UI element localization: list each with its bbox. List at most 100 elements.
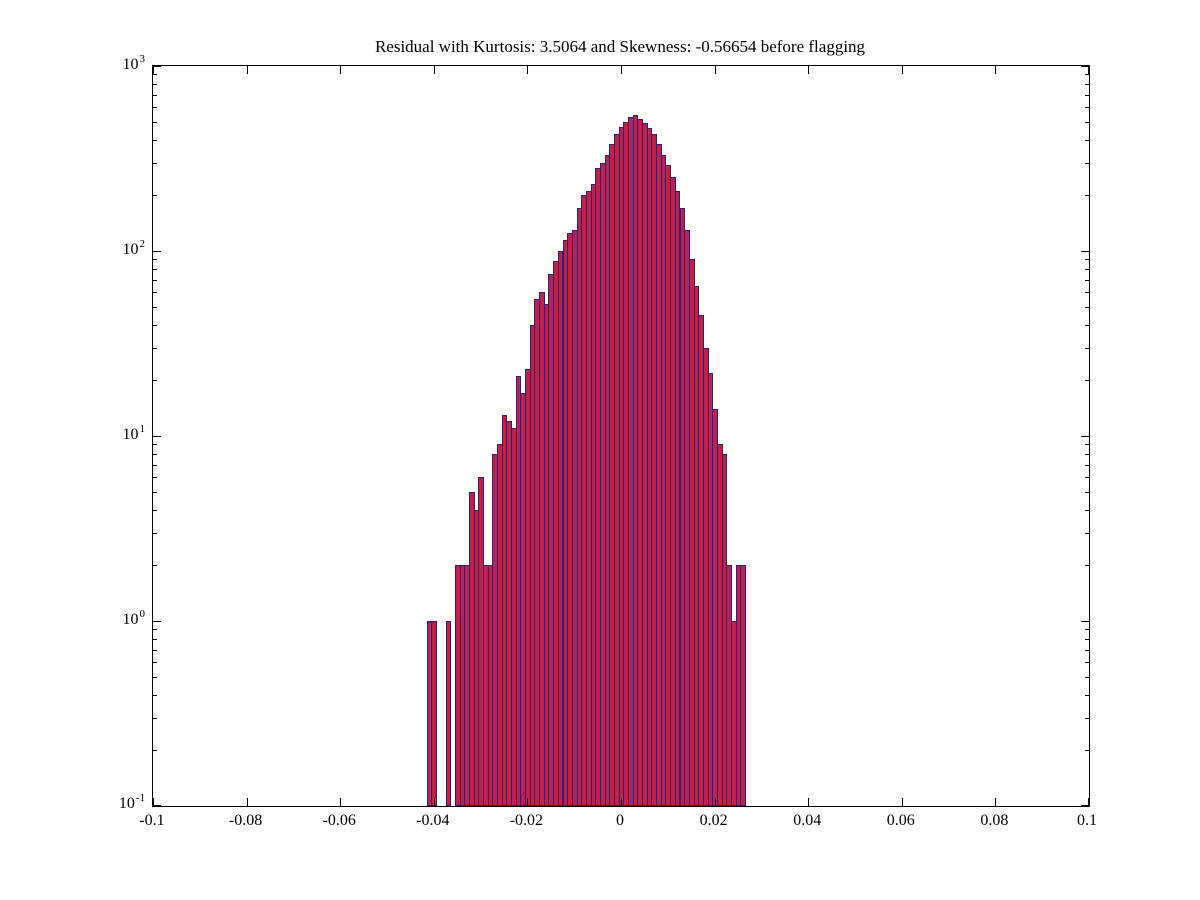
- x-axis-tick-label: 0.04: [793, 812, 822, 829]
- y-axis-minor-tick: [1085, 380, 1089, 382]
- y-axis-minor-tick: [1085, 94, 1089, 96]
- y-axis-tick: [153, 66, 161, 67]
- y-axis-tick: [153, 621, 161, 622]
- plot-area: [152, 65, 1090, 807]
- y-axis-minor-tick: [153, 259, 157, 261]
- y-axis-minor-tick: [153, 279, 157, 281]
- y-axis-minor-tick: [153, 306, 157, 308]
- y-axis-minor-tick: [1085, 107, 1089, 109]
- x-axis-tick: [527, 66, 529, 74]
- y-axis-tick-label: 102: [122, 237, 146, 259]
- x-axis-tick-label: -0.08: [228, 812, 263, 829]
- y-axis-minor-tick: [1085, 324, 1089, 326]
- y-axis-minor-tick: [1085, 532, 1089, 534]
- y-axis-minor-tick: [153, 676, 157, 678]
- x-axis-tick: [340, 798, 342, 806]
- x-axis-tick: [340, 66, 342, 74]
- y-axis-tick: [1081, 66, 1089, 67]
- y-axis-minor-tick: [1085, 694, 1089, 696]
- y-axis-minor-tick: [153, 750, 157, 752]
- y-axis-minor-tick: [153, 107, 157, 109]
- y-axis-minor-tick: [1085, 195, 1089, 197]
- y-axis-tick: [1081, 436, 1089, 437]
- y-axis-minor-tick: [1085, 464, 1089, 466]
- y-axis-minor-tick: [153, 464, 157, 466]
- y-axis-minor-tick: [153, 139, 157, 141]
- y-axis-minor-tick: [1085, 268, 1089, 270]
- y-axis-minor-tick: [1085, 638, 1089, 640]
- y-axis-tick: [1081, 621, 1089, 622]
- x-axis-tick-label: -0.1: [139, 812, 165, 829]
- y-axis-minor-tick: [153, 491, 157, 493]
- y-axis-minor-tick: [1085, 74, 1089, 76]
- x-axis-tick: [1088, 798, 1089, 806]
- y-axis-tick-label: 101: [122, 422, 146, 444]
- y-axis-minor-tick: [153, 638, 157, 640]
- x-axis-tick: [995, 66, 997, 74]
- y-axis-minor-tick: [1085, 259, 1089, 261]
- y-axis-minor-tick: [1085, 139, 1089, 141]
- y-axis-minor-tick: [153, 83, 157, 85]
- x-axis-tick: [995, 798, 997, 806]
- y-axis-minor-tick: [1085, 676, 1089, 678]
- y-axis-minor-tick: [1085, 649, 1089, 651]
- x-axis-tick-label: -0.06: [322, 812, 356, 829]
- y-axis-minor-tick: [1085, 717, 1089, 719]
- y-axis-minor-tick: [153, 629, 157, 631]
- y-axis-tick: [1081, 251, 1089, 252]
- x-axis-tick-label: -0.02: [509, 812, 544, 829]
- x-axis-tick: [527, 798, 529, 806]
- x-axis-tick: [433, 66, 435, 74]
- y-axis-minor-tick: [1085, 162, 1089, 164]
- x-axis-tick: [153, 798, 154, 806]
- x-axis-tick: [808, 66, 810, 74]
- y-axis-minor-tick: [153, 94, 157, 96]
- x-axis-tick-label: 0.08: [980, 812, 1009, 829]
- y-axis-minor-tick: [1085, 662, 1089, 664]
- x-axis-tick: [714, 798, 716, 806]
- histogram-bar: [445, 621, 452, 806]
- y-axis-tick: [153, 251, 161, 252]
- y-axis-tick: [1081, 805, 1089, 806]
- y-axis-minor-tick: [1085, 509, 1089, 511]
- y-axis-minor-tick: [1085, 477, 1089, 479]
- chart-title: Residual with Kurtosis: 3.5064 and Skewn…: [374, 37, 866, 56]
- y-axis-tick-label: 100: [122, 607, 146, 629]
- y-axis-minor-tick: [153, 380, 157, 382]
- x-axis-tick: [714, 66, 716, 74]
- y-axis-minor-tick: [1085, 565, 1089, 567]
- y-axis-tick-label: 103: [122, 52, 146, 74]
- y-axis-minor-tick: [153, 649, 157, 651]
- y-axis-minor-tick: [153, 444, 157, 446]
- y-axis-minor-tick: [1085, 444, 1089, 446]
- x-axis-tick: [621, 798, 622, 806]
- x-axis-tick: [246, 798, 248, 806]
- x-axis-tick: [1088, 66, 1089, 74]
- y-axis-minor-tick: [153, 268, 157, 270]
- x-axis-tick-label: 0.02: [699, 812, 728, 829]
- x-axis-tick: [433, 798, 435, 806]
- y-axis-minor-tick: [153, 292, 157, 294]
- y-axis-minor-tick: [1085, 83, 1089, 85]
- y-axis-minor-tick: [153, 324, 157, 326]
- y-axis-minor-tick: [153, 74, 157, 76]
- y-axis-minor-tick: [1085, 347, 1089, 349]
- y-axis-minor-tick: [1085, 279, 1089, 281]
- x-axis-tick: [153, 66, 154, 74]
- y-axis-minor-tick: [153, 662, 157, 664]
- y-axis-minor-tick: [153, 717, 157, 719]
- x-axis-tick: [808, 798, 810, 806]
- y-axis-minor-tick: [1085, 292, 1089, 294]
- x-axis-tick-label: 0.1: [1077, 812, 1097, 829]
- x-axis-tick-label: 0: [616, 812, 624, 829]
- y-axis-minor-tick: [1085, 629, 1089, 631]
- histogram-bar: [431, 621, 438, 806]
- x-axis-tick-label: -0.04: [416, 812, 450, 829]
- y-axis-tick: [153, 805, 161, 806]
- y-axis-minor-tick: [1085, 491, 1089, 493]
- y-axis-tick: [153, 436, 161, 437]
- y-axis-minor-tick: [153, 347, 157, 349]
- y-axis-minor-tick: [153, 565, 157, 567]
- y-axis-minor-tick: [1085, 121, 1089, 123]
